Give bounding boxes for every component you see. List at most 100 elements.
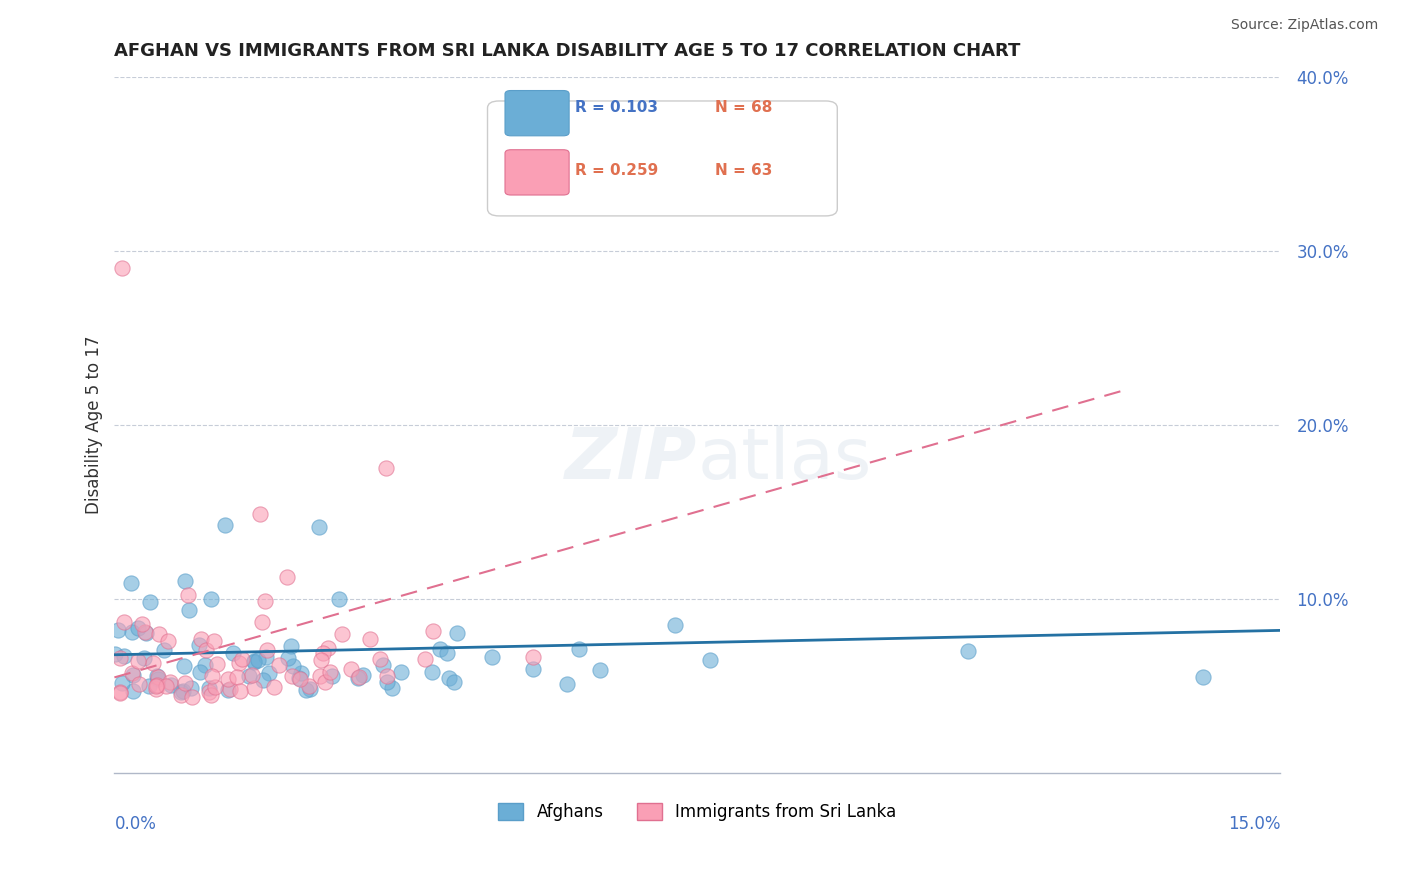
Afghans [146, 668, 169, 682]
Immigrants from Sri Lanka [276, 570, 298, 584]
Afghans [257, 666, 280, 681]
Immigrants from Sri Lanka [309, 652, 332, 666]
Afghans [214, 518, 236, 533]
Immigrants from Sri Lanka [319, 665, 342, 680]
Afghans [290, 666, 312, 681]
Immigrants from Sri Lanka [204, 680, 226, 694]
Afghans [120, 576, 142, 591]
Immigrants from Sri Lanka [145, 681, 167, 696]
Immigrants from Sri Lanka [340, 663, 363, 677]
Afghans [170, 685, 193, 699]
Afghans [243, 656, 266, 670]
Afghans [134, 651, 156, 665]
Afghans [139, 595, 162, 609]
Immigrants from Sri Lanka [108, 686, 131, 700]
Immigrants from Sri Lanka [170, 689, 193, 703]
Immigrants from Sri Lanka [173, 676, 195, 690]
Afghans [121, 684, 143, 698]
Afghans [222, 646, 245, 660]
Immigrants from Sri Lanka [128, 677, 150, 691]
Text: 0.0%: 0.0% [114, 815, 156, 833]
Afghans [377, 675, 399, 690]
Afghans [122, 667, 145, 681]
Afghans [294, 682, 316, 697]
Afghans [347, 671, 370, 685]
Afghans [298, 682, 321, 697]
Immigrants from Sri Lanka [108, 650, 131, 665]
Afghans [1191, 670, 1213, 684]
Immigrants from Sri Lanka [145, 679, 167, 693]
Immigrants from Sri Lanka [375, 669, 398, 683]
Immigrants from Sri Lanka [195, 642, 218, 657]
Immigrants from Sri Lanka [205, 657, 228, 671]
Immigrants from Sri Lanka [332, 626, 354, 640]
Afghans [420, 665, 443, 680]
Immigrants from Sri Lanka [316, 641, 339, 656]
Immigrants from Sri Lanka [256, 643, 278, 657]
Immigrants from Sri Lanka [201, 669, 224, 683]
Immigrants from Sri Lanka [198, 685, 221, 699]
Immigrants from Sri Lanka [229, 683, 252, 698]
FancyBboxPatch shape [488, 101, 838, 216]
Immigrants from Sri Lanka [127, 655, 149, 669]
Legend: Afghans, Immigrants from Sri Lanka: Afghans, Immigrants from Sri Lanka [492, 796, 903, 828]
Immigrants from Sri Lanka [249, 507, 271, 521]
Immigrants from Sri Lanka [368, 651, 391, 665]
Afghans [436, 646, 458, 660]
Afghans [699, 653, 721, 667]
Afghans [522, 662, 544, 676]
Afghans [446, 626, 468, 640]
Afghans [238, 669, 260, 683]
Afghans [589, 663, 612, 677]
Immigrants from Sri Lanka [309, 669, 332, 683]
Afghans [138, 679, 160, 693]
Immigrants from Sri Lanka [218, 681, 240, 696]
Afghans [280, 640, 302, 654]
Text: 15.0%: 15.0% [1227, 815, 1281, 833]
Immigrants from Sri Lanka [121, 665, 143, 680]
Afghans [308, 519, 330, 533]
Afghans [321, 669, 343, 683]
Text: R = 0.259: R = 0.259 [575, 163, 658, 178]
Immigrants from Sri Lanka [202, 633, 225, 648]
Afghans [281, 659, 304, 673]
Afghans [127, 621, 149, 635]
Afghans [243, 654, 266, 668]
Text: Source: ZipAtlas.com: Source: ZipAtlas.com [1230, 18, 1378, 32]
Immigrants from Sri Lanka [522, 650, 544, 665]
Afghans [429, 642, 451, 657]
Afghans [112, 649, 135, 664]
Immigrants from Sri Lanka [253, 593, 276, 607]
Immigrants from Sri Lanka [225, 670, 247, 684]
Immigrants from Sri Lanka [312, 646, 335, 660]
Afghans [217, 682, 239, 697]
Afghans [121, 624, 143, 639]
Text: N = 68: N = 68 [714, 101, 772, 115]
Afghans [443, 674, 465, 689]
Afghans [197, 681, 219, 695]
Text: R = 0.103: R = 0.103 [575, 101, 658, 115]
Afghans [187, 638, 209, 652]
Afghans [246, 653, 269, 667]
Afghans [172, 684, 194, 698]
Afghans [371, 658, 394, 673]
Afghans [146, 672, 169, 686]
Afghans [956, 644, 979, 658]
Immigrants from Sri Lanka [288, 673, 311, 687]
Immigrants from Sri Lanka [413, 652, 436, 666]
Afghans [568, 641, 591, 656]
Immigrants from Sri Lanka [240, 668, 263, 682]
Immigrants from Sri Lanka [250, 615, 273, 630]
Immigrants from Sri Lanka [298, 679, 321, 693]
Afghans [277, 650, 299, 665]
Immigrants from Sri Lanka [190, 632, 212, 647]
Immigrants from Sri Lanka [263, 680, 285, 694]
Afghans [173, 659, 195, 673]
Afghans [153, 643, 176, 657]
Immigrants from Sri Lanka [108, 685, 131, 699]
Afghans [174, 574, 197, 588]
Text: AFGHAN VS IMMIGRANTS FROM SRI LANKA DISABILITY AGE 5 TO 17 CORRELATION CHART: AFGHAN VS IMMIGRANTS FROM SRI LANKA DISA… [114, 42, 1021, 60]
Afghans [389, 665, 412, 679]
Immigrants from Sri Lanka [134, 624, 156, 639]
Afghans [200, 591, 222, 606]
